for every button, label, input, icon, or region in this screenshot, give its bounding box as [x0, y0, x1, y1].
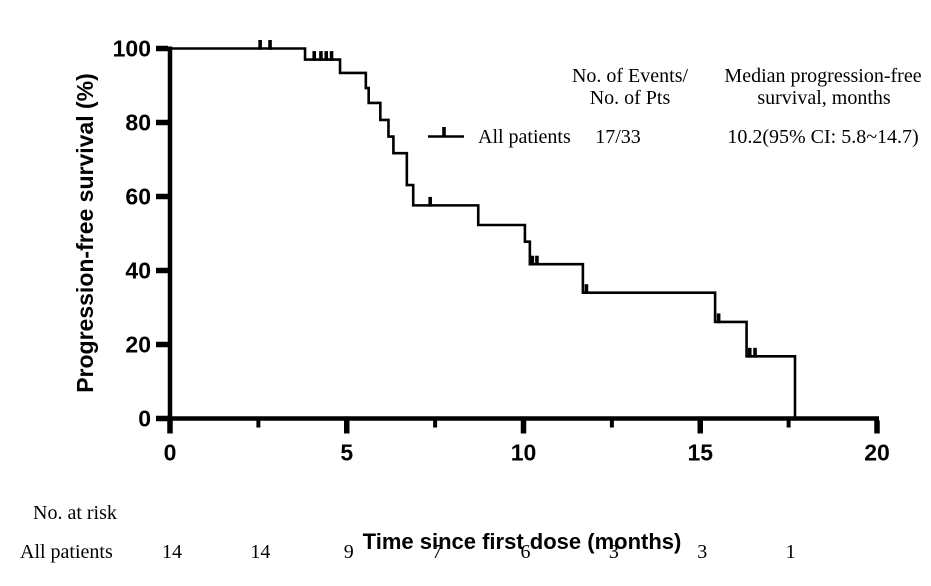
x-tick-label: 15 [687, 440, 713, 466]
risk-count: 14 [250, 541, 270, 563]
risk-count: 6 [521, 541, 531, 563]
risk-count: 3 [697, 541, 707, 563]
y-tick-label: 80 [125, 110, 151, 136]
legend-series-label: All patients [478, 126, 571, 148]
median-header-line1: Median progression-free [724, 65, 921, 87]
risk-table: No. at risk All patients [20, 502, 117, 563]
km-step-path [170, 47, 797, 419]
median-value: 10.2(95% CI: 5.8~14.7) [727, 126, 918, 148]
x-tick-label: 20 [864, 440, 890, 466]
y-tick-label: 0 [138, 406, 151, 432]
risk-count: 3 [609, 541, 619, 563]
x-tick-label: 10 [511, 440, 537, 466]
y-tick-label: 40 [125, 258, 151, 284]
risk-count: 14 [162, 541, 182, 563]
x-tick-label: 0 [164, 440, 177, 466]
events-header-line2: No. of Pts [590, 87, 671, 109]
risk-table-values: 14 14 9 7 6 3 3 1 [162, 541, 796, 563]
km-curve-all-patients [170, 47, 797, 419]
censor-marks [258, 40, 757, 358]
x-axis-title: Time since first dose (months) [363, 529, 682, 554]
y-tick-label: 100 [113, 36, 151, 62]
legend-key-icon [428, 127, 464, 138]
x-tick-label: 5 [340, 440, 353, 466]
events-value: 17/33 [595, 126, 641, 148]
axes [167, 46, 879, 421]
y-tick-label: 60 [125, 184, 151, 210]
x-axis-ticks: 0 5 10 15 20 [164, 420, 890, 466]
y-axis-title: Progression-free survival (%) [72, 73, 98, 393]
risk-table-title: No. at risk [33, 502, 117, 524]
risk-count: 9 [344, 541, 354, 563]
risk-count: 7 [432, 541, 442, 563]
legend-block: No. of Events/ No. of Pts Median progres… [428, 65, 922, 148]
y-tick-label: 20 [125, 332, 151, 358]
risk-count: 1 [786, 541, 796, 563]
risk-table-row-label: All patients [20, 541, 113, 563]
median-header-line2: survival, months [757, 87, 891, 109]
events-header-line1: No. of Events/ [572, 65, 689, 87]
y-axis-ticks: 0 20 40 60 80 100 [113, 36, 168, 432]
